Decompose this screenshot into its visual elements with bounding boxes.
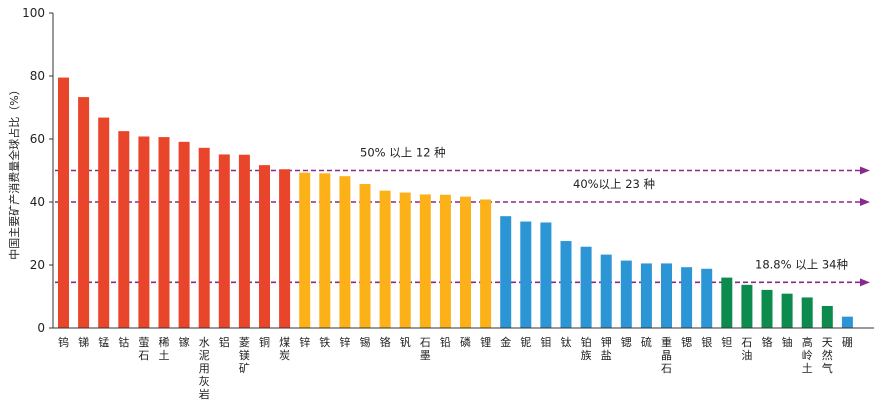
bar [661, 263, 672, 328]
x-tick-label: 银 [701, 335, 712, 349]
x-tick-label: 铁 [319, 336, 330, 349]
reference-arrow [860, 278, 870, 287]
y-tick-label: 20 [30, 258, 45, 272]
bar [721, 277, 733, 328]
bar [620, 260, 632, 328]
bar [259, 165, 270, 328]
x-tick-label: 水泥用灰岩 [199, 336, 210, 401]
x-tick-label: 萤石 [138, 336, 149, 362]
x-tick-label: 钨 [58, 336, 69, 349]
x-tick-label: 石油 [741, 336, 752, 362]
bar [419, 194, 431, 328]
bar [580, 246, 592, 328]
x-tick-label: 锂 [480, 335, 491, 349]
x-tick-label: 钴 [118, 335, 129, 349]
bar [178, 141, 190, 328]
reference-lines: 50% 以上 12 种 40%以上 23 种 18.8% 以上 34种 [55, 146, 870, 287]
reference-label: 50% 以上 12 种 [360, 146, 446, 160]
bar [238, 154, 250, 328]
x-tick-label: 重晶石 [661, 335, 672, 375]
x-tick-label: 铂族 [581, 335, 592, 362]
x-tick-label: 煤炭 [279, 336, 290, 362]
x-tick-label: 锶 [621, 335, 632, 349]
bar [600, 254, 612, 328]
x-tick-label: 硼 [842, 336, 853, 349]
x-tick-label: 钒 [400, 335, 411, 349]
bar [339, 176, 351, 328]
x-tick-label: 菱镁矿 [239, 336, 250, 375]
bar [500, 216, 512, 328]
bar [640, 263, 652, 328]
bar [520, 221, 532, 328]
x-tick-label: 铬 [380, 335, 391, 349]
x-tick-label: 铬 [762, 335, 773, 349]
bar [681, 267, 693, 328]
x-tick-label: 稀土 [159, 336, 170, 362]
bar [399, 192, 411, 328]
bar [480, 199, 492, 328]
y-tick-label: 100 [22, 6, 45, 20]
x-tick-label: 铌 [520, 335, 531, 349]
x-tick-label: 金 [500, 335, 511, 349]
x-tick-label: 石墨 [420, 336, 431, 362]
bar [218, 154, 230, 328]
y-axis: 0 20 40 60 80 100 [22, 6, 874, 335]
reference-label: 18.8% 以上 34种 [755, 257, 848, 271]
x-tick-label: 锰 [98, 335, 109, 349]
y-tick-label: 60 [30, 132, 45, 146]
bar [761, 289, 773, 328]
bar [801, 297, 813, 328]
bar [359, 184, 371, 328]
x-tick-label: 硫 [641, 335, 652, 349]
bar [701, 268, 713, 328]
x-tick-label: 锌 [299, 335, 310, 349]
bar [78, 97, 90, 328]
x-tick-label: 镓 [179, 335, 190, 349]
bar [821, 305, 833, 328]
y-tick-label: 80 [30, 69, 45, 83]
bar [118, 131, 130, 328]
reference-label: 40%以上 23 种 [573, 177, 655, 191]
x-tick-label: 锶 [681, 335, 692, 349]
x-tick-label: 铅 [440, 335, 451, 349]
x-tick-label: 高岭土 [802, 335, 813, 375]
x-tick-label: 铝 [219, 335, 230, 349]
bar [198, 147, 210, 328]
x-tick-label: 铜 [259, 335, 270, 349]
x-tick-label: 钛 [561, 335, 572, 349]
x-tick-label: 锑 [78, 336, 89, 349]
bar [460, 196, 471, 328]
bar [741, 284, 753, 328]
y-tick-label: 0 [37, 321, 45, 335]
x-tick-label: 铀 [782, 335, 793, 349]
bar [841, 316, 853, 328]
bar [58, 77, 69, 328]
bar [379, 190, 391, 328]
bar [439, 194, 451, 328]
bar [158, 137, 170, 328]
x-tick-label: 钼 [540, 335, 551, 349]
bar [279, 169, 291, 328]
bar [560, 241, 572, 328]
bar [299, 172, 311, 328]
bar [540, 222, 552, 328]
bars [58, 77, 853, 328]
x-tick-label: 磷 [460, 336, 471, 349]
bar [781, 293, 793, 328]
y-tick-label: 40 [30, 195, 45, 209]
y-axis-label: 中国主要矿产消费量全球占比（%） [7, 84, 21, 259]
x-tick-label: 锡 [360, 335, 371, 349]
x-tick-label: 锌 [339, 335, 350, 349]
bar [319, 173, 331, 328]
bar [138, 136, 150, 328]
reference-arrow [860, 166, 870, 175]
x-tick-label: 天然气 [822, 336, 833, 375]
x-tick-label: 钾盐 [601, 335, 612, 362]
bar [98, 117, 110, 328]
reference-arrow [860, 198, 870, 206]
x-tick-label: 钽 [721, 336, 732, 349]
x-axis-labels: 钨锑锰钴萤石稀土镓 水泥用灰岩铝 菱镁矿铜 煤炭锌铁锌锡铬钒石墨铅磷锂金铌钼钛铂族钾盐… [58, 335, 853, 401]
